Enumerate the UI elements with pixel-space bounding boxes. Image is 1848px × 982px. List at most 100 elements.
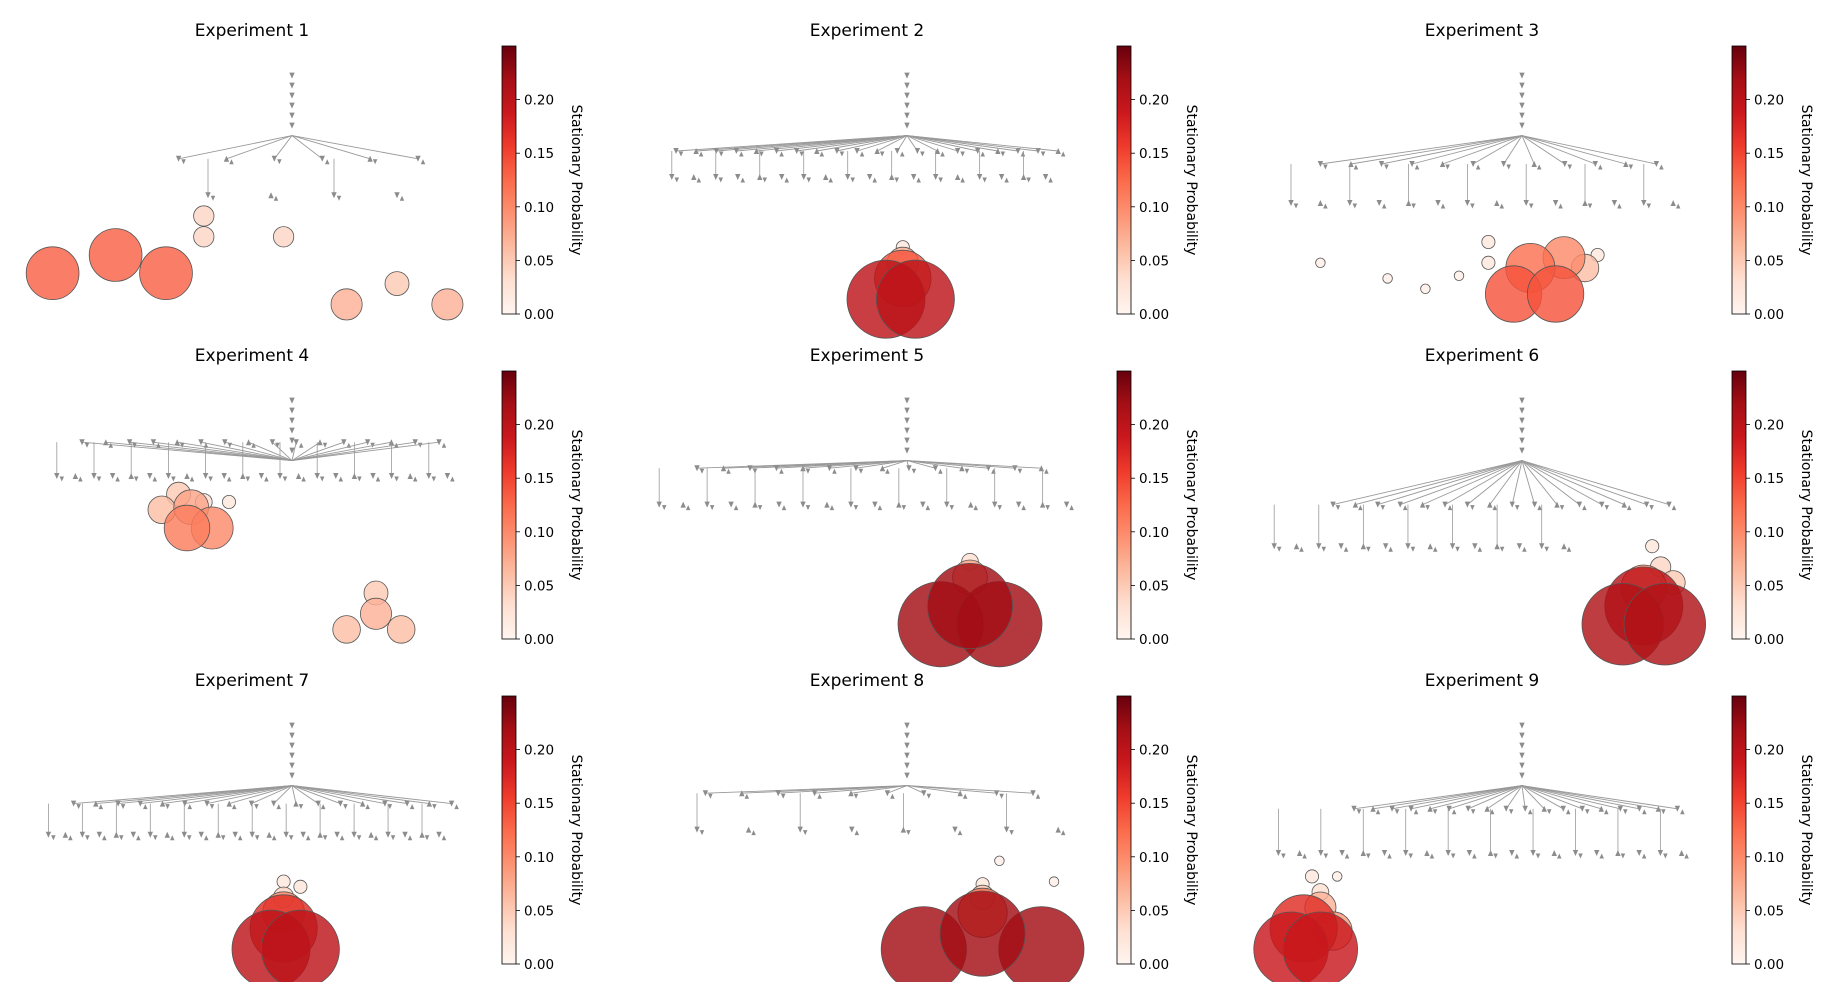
tree-node bbox=[921, 790, 927, 797]
tree-node bbox=[1366, 546, 1371, 552]
tree-node bbox=[1528, 203, 1534, 209]
edge bbox=[906, 135, 938, 152]
tree-node bbox=[1484, 805, 1490, 812]
tree-node bbox=[1442, 501, 1448, 508]
edge bbox=[906, 135, 998, 152]
edge bbox=[291, 785, 408, 805]
tree-node bbox=[96, 476, 102, 482]
tree-node bbox=[1522, 546, 1527, 552]
tree-node bbox=[1410, 546, 1416, 552]
edge bbox=[1444, 460, 1523, 505]
tree-node bbox=[271, 155, 278, 162]
tree-node bbox=[320, 804, 326, 810]
tree-node bbox=[70, 800, 77, 807]
colorbar-tick-label: 0.05 bbox=[1754, 253, 1784, 269]
tree-node bbox=[1674, 805, 1681, 812]
tree-node bbox=[1599, 501, 1605, 508]
tree-node bbox=[314, 473, 320, 479]
tree-node bbox=[1470, 161, 1476, 167]
panel-experiment-8: Experiment 8 0.00 0.05 0.10 0.15 0.20 Stationa… bbox=[694, 671, 1199, 982]
tree-node bbox=[1432, 546, 1438, 552]
colorbar-gradient bbox=[1116, 45, 1132, 315]
tree-node bbox=[205, 192, 211, 199]
tree-node bbox=[1617, 203, 1622, 209]
tree-node bbox=[1403, 850, 1409, 856]
tree-node bbox=[248, 800, 255, 807]
tree-node bbox=[1414, 164, 1420, 170]
edge bbox=[291, 442, 297, 461]
network-graph bbox=[1253, 722, 1689, 982]
tree-node bbox=[1494, 543, 1500, 550]
tree-node bbox=[293, 800, 299, 807]
panel-title: Experiment 9 bbox=[1425, 671, 1539, 691]
tree-node bbox=[1643, 501, 1650, 508]
tree-node bbox=[720, 465, 727, 472]
trunk-node bbox=[289, 92, 295, 99]
tree-node bbox=[334, 831, 340, 838]
tree-node bbox=[733, 148, 740, 154]
tree-node bbox=[1470, 809, 1476, 815]
edge bbox=[1521, 135, 1566, 165]
tree-node bbox=[1475, 164, 1481, 170]
tree-node bbox=[1335, 505, 1341, 511]
tree-node bbox=[1060, 151, 1066, 157]
tree-node bbox=[85, 835, 90, 841]
edge bbox=[1521, 785, 1526, 809]
tree-node bbox=[911, 468, 917, 474]
colorbar-tick-label: 0.15 bbox=[524, 471, 554, 487]
tree-node bbox=[1063, 501, 1070, 508]
tree-node bbox=[674, 177, 680, 183]
edge bbox=[1372, 785, 1523, 810]
network-graph bbox=[1271, 397, 1706, 666]
tree-node bbox=[745, 826, 752, 833]
tree-node bbox=[102, 835, 107, 841]
tree-node bbox=[1271, 543, 1277, 550]
tree-node bbox=[370, 473, 376, 479]
tree-node bbox=[128, 473, 134, 479]
edge bbox=[1350, 135, 1523, 165]
edge bbox=[1521, 785, 1564, 810]
tree-node bbox=[68, 835, 73, 841]
tree-node bbox=[938, 468, 943, 474]
tree-node bbox=[388, 473, 395, 479]
tree-node bbox=[1323, 203, 1328, 209]
tree-node bbox=[1055, 148, 1061, 154]
tree-node bbox=[718, 151, 724, 157]
edge bbox=[291, 785, 341, 805]
tree-node bbox=[885, 468, 890, 474]
tree-node bbox=[1537, 505, 1542, 511]
edge bbox=[206, 785, 293, 805]
tree-node bbox=[685, 505, 691, 511]
tree-node bbox=[799, 151, 804, 157]
tree-node bbox=[1275, 850, 1282, 856]
colorbar-tick-label: 0.10 bbox=[524, 525, 554, 541]
edge bbox=[1521, 785, 1678, 810]
tree-node bbox=[728, 501, 734, 508]
tree-node bbox=[357, 476, 362, 482]
trunk-node bbox=[289, 82, 295, 89]
colorbar-tick-label: 0.20 bbox=[1139, 93, 1169, 109]
colorbar-tick-label: 0.00 bbox=[524, 307, 554, 323]
edge bbox=[906, 460, 1042, 469]
tree-node bbox=[1040, 151, 1046, 157]
tree-node bbox=[240, 473, 246, 479]
tree-node bbox=[848, 790, 854, 797]
tree-node bbox=[210, 195, 216, 201]
tree-node bbox=[1509, 501, 1515, 508]
network-graph bbox=[656, 397, 1074, 668]
colorbar-gradient bbox=[1731, 370, 1747, 640]
colorbar-gradient bbox=[1731, 45, 1747, 315]
tree-node bbox=[300, 831, 306, 838]
probability-node bbox=[1282, 911, 1358, 982]
tree-node bbox=[174, 439, 180, 446]
tree-node bbox=[669, 174, 675, 180]
colorbar-tick-label: 0.05 bbox=[524, 253, 554, 269]
tree-node bbox=[226, 476, 232, 482]
tree-node bbox=[1026, 177, 1031, 183]
probability-node bbox=[876, 259, 955, 339]
probability-node bbox=[193, 226, 215, 248]
tree-node bbox=[1429, 853, 1435, 859]
tree-node bbox=[1531, 161, 1537, 167]
tree-node bbox=[227, 442, 233, 448]
tree-node bbox=[1666, 501, 1672, 508]
